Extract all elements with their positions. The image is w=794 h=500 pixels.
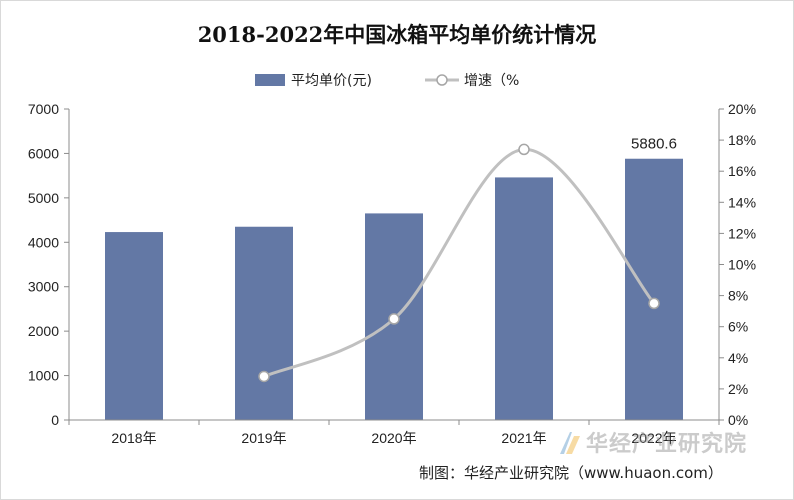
x-tick-label: 2022年 [631,430,676,446]
left-y-tick-label: 2000 [28,323,59,339]
growth-point [648,297,660,310]
x-tick-label: 2019年 [241,430,286,446]
legend-bar-swatch [255,74,285,86]
legend-line-marker [436,74,448,86]
right-y-tick-label: 14% [728,194,756,210]
right-y-tick-label: 18% [728,132,756,148]
source-note: 制图：华经产业研究院（www.huaon.com） [419,464,723,482]
bar-series [105,158,683,420]
left-y-tick-label: 4000 [28,234,59,250]
right-y-tick-label: 4% [728,350,748,366]
bar [625,158,683,420]
growth-point [388,313,400,325]
right-y-tick-label: 0% [728,412,748,428]
growth-point [518,143,530,156]
bar [235,226,293,420]
legend: 平均单价(元) 增速（% [255,73,519,89]
chart-title: 2018-2022年中国冰箱平均单价统计情况 [197,22,597,47]
legend-bar-label: 平均单价(元) [291,73,372,89]
watermark: 华经产业研究院 [556,426,781,460]
right-y-tick-label: 12% [728,225,756,241]
right-y-tick-label: 20% [728,101,756,117]
legend-line-label: 增速（% [464,73,519,89]
x-tick-label: 2021年 [501,430,546,446]
growth-point [258,370,270,383]
bar [105,232,163,420]
left-y-tick-label: 5000 [28,190,59,206]
x-tick-label: 2018年 [111,430,156,446]
axes: 0 1000 2000 3000 4000 5000 6000 7000 0% 2% 4% 6% 8% 1… [28,101,756,446]
left-y-tick-label: 3000 [28,279,59,295]
data-labels: 5880.6 [631,136,677,153]
left-y-tick-label: 1000 [28,368,59,384]
right-y-tick-label: 16% [728,163,756,179]
right-y-tick-label: 2% [728,381,748,397]
bar [495,177,553,420]
watermark-logo-icon [560,432,580,454]
growth-line [263,147,656,378]
bar-data-label: 5880.6 [631,136,677,153]
right-y-tick-label: 10% [728,257,756,273]
left-y-tick-label: 6000 [28,145,59,161]
growth-line-series [258,143,660,383]
left-y-tick-label: 7000 [28,101,59,117]
right-y-tick-label: 6% [728,319,748,335]
right-y-tick-label: 8% [728,288,748,304]
watermark-text: 华经产业研究院 [586,432,748,457]
x-tick-label: 2020年 [371,430,416,446]
left-y-tick-label: 0 [51,412,59,428]
